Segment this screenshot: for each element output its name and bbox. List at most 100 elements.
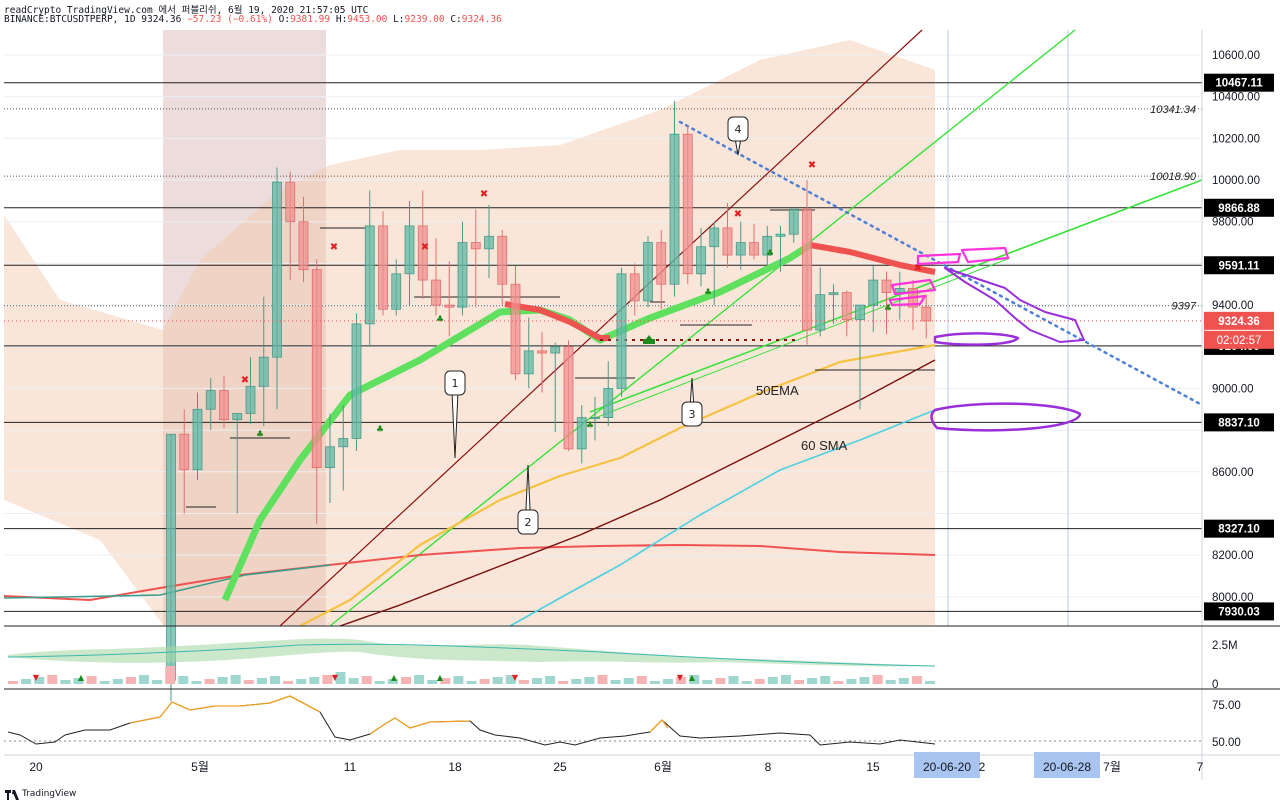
y-tick-label: 10400.00 bbox=[1212, 92, 1260, 104]
volume-bar bbox=[348, 678, 359, 684]
volume-bar bbox=[309, 677, 320, 684]
ribbon-red-2 bbox=[504, 301, 610, 341]
open-value: 9381.99 bbox=[290, 14, 331, 25]
callout-box bbox=[517, 509, 539, 535]
candle bbox=[788, 208, 799, 243]
volume-bar bbox=[270, 676, 280, 684]
ma-teal bbox=[3, 564, 331, 599]
volume-bar bbox=[741, 681, 752, 684]
signal-sell-icon: ✖ bbox=[241, 375, 249, 386]
close-value: 9324.36 bbox=[461, 14, 502, 25]
candle bbox=[603, 361, 614, 426]
signal-sell-icon: ✖ bbox=[480, 189, 488, 200]
candle-body bbox=[550, 346, 561, 354]
candle bbox=[338, 405, 349, 491]
y-tick-label: 10200.00 bbox=[1212, 133, 1260, 145]
candle-body bbox=[656, 242, 667, 285]
y-tick-label: 9000.00 bbox=[1212, 383, 1254, 395]
ribbon-red bbox=[809, 242, 936, 275]
volume-bar bbox=[728, 676, 739, 684]
ema50-line bbox=[299, 343, 936, 627]
rsi-overbought bbox=[649, 719, 669, 733]
candle bbox=[417, 190, 428, 299]
volume-bar bbox=[545, 676, 556, 684]
highlight-magenta-1 bbox=[916, 252, 962, 266]
highlight-magenta-4 bbox=[888, 294, 927, 307]
volume-bar bbox=[505, 675, 516, 684]
volume-bar bbox=[715, 678, 726, 684]
candle-body bbox=[788, 208, 799, 235]
high-value: 9453.00 bbox=[347, 14, 388, 25]
volume-bar bbox=[86, 676, 97, 684]
trendline-dark bbox=[279, 29, 923, 627]
x-tick-label: 25 bbox=[553, 760, 567, 774]
volume-signal-icon: ▲ bbox=[78, 673, 85, 682]
tradingview-logo-icon bbox=[5, 790, 19, 800]
rsi-overbought bbox=[369, 717, 471, 735]
candle bbox=[470, 209, 481, 308]
volume-bar bbox=[610, 680, 621, 684]
x-tick-label: 15 bbox=[866, 760, 880, 774]
candle bbox=[616, 267, 627, 397]
candle bbox=[590, 396, 600, 441]
candle bbox=[232, 413, 243, 514]
candle bbox=[192, 392, 203, 481]
x-tick-label: 7 bbox=[1197, 760, 1204, 774]
candle-body bbox=[404, 225, 415, 275]
candle bbox=[696, 227, 706, 287]
ma-red bbox=[3, 544, 936, 601]
candle-body bbox=[762, 235, 773, 256]
candle bbox=[722, 202, 733, 268]
y-tick-label: 9400.00 bbox=[1212, 300, 1254, 312]
candle-body bbox=[523, 350, 534, 375]
volume-pane: ▼ ▲ ▼ ▲ ▲ ▼ ▼ ▲ 2.5M 0 bbox=[7, 638, 1238, 691]
candle-body bbox=[285, 181, 296, 223]
signal-buy-icon: ♣ bbox=[256, 430, 264, 440]
volume-bar bbox=[73, 678, 84, 684]
volume-signal-icon: ▲ bbox=[437, 673, 444, 682]
price-tag-label: 7930.03 bbox=[1218, 606, 1260, 618]
price-tag-bg bbox=[1204, 73, 1274, 92]
price-tag-label: 9591.11 bbox=[1219, 260, 1261, 272]
price-tag-bg bbox=[1204, 602, 1274, 621]
candle bbox=[656, 230, 667, 310]
candle-body bbox=[563, 346, 574, 450]
volume-bar bbox=[767, 677, 778, 684]
volume-bar bbox=[898, 678, 909, 684]
candle-body bbox=[179, 433, 190, 471]
watermark: TradingView bbox=[22, 789, 77, 799]
x-tick-label: 11 bbox=[344, 760, 357, 774]
signal-buy-icon: ♣ bbox=[766, 249, 774, 259]
low-value: 9239.00 bbox=[404, 14, 445, 25]
price-tag-bg bbox=[1204, 519, 1274, 538]
x-tick-label: 20-06-20 bbox=[923, 760, 971, 774]
candle-body bbox=[775, 233, 786, 237]
volume-bar bbox=[532, 678, 542, 684]
candle bbox=[431, 238, 441, 316]
volume-bar bbox=[676, 677, 687, 684]
callout-number: 3 bbox=[689, 408, 696, 421]
callout-pointer bbox=[734, 137, 742, 156]
candle-body bbox=[338, 438, 349, 448]
candle bbox=[205, 378, 216, 431]
candle-body bbox=[510, 283, 521, 375]
callout-number: 4 bbox=[735, 123, 742, 136]
sma-label: 60 SMA bbox=[801, 438, 848, 453]
x-tick-label: 8 bbox=[765, 760, 772, 774]
volume-signal-icon: ▲ bbox=[391, 673, 398, 682]
candle-body bbox=[868, 279, 879, 306]
callout-number: 1 bbox=[452, 377, 459, 390]
date-tag-bg bbox=[914, 752, 980, 778]
ema-label: 50EMA bbox=[756, 383, 799, 398]
candle bbox=[378, 211, 388, 316]
volume-bar bbox=[8, 681, 18, 684]
volume-bar bbox=[335, 672, 346, 684]
volume-bar bbox=[518, 680, 529, 684]
volume-bar bbox=[99, 681, 110, 684]
x-tick-label: 5월 bbox=[191, 760, 209, 774]
candle bbox=[457, 221, 468, 316]
candle-body bbox=[192, 408, 203, 471]
signal-sell-icon: ✖ bbox=[330, 242, 338, 253]
rsi-tick: 50.00 bbox=[1212, 737, 1241, 749]
